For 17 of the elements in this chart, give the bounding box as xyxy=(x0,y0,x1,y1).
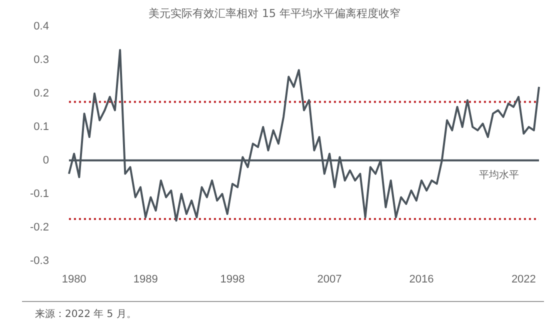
x-tick-label: 2007 xyxy=(317,273,342,286)
y-tick-label: -0.2 xyxy=(30,221,49,234)
ref-line-label: 平均水平 xyxy=(479,169,519,182)
y-tick-label: -0.1 xyxy=(30,188,49,200)
x-tick-label: 1998 xyxy=(220,273,245,286)
y-tick-label: 0.4 xyxy=(34,20,49,33)
x-tick-label: 2022 xyxy=(511,273,536,286)
y-tick-label: -0.3 xyxy=(30,254,49,267)
source-note: 来源：2022 年 5 月。 xyxy=(35,308,136,321)
x-tick-label: 1989 xyxy=(133,273,158,286)
chart-title: 美元实际有效汇率相对 15 年平均水平偏离程度收窄 xyxy=(148,6,400,20)
x-tick-label: 1980 xyxy=(62,273,86,286)
y-tick-label: 0 xyxy=(42,154,49,166)
y-tick-label: 0.3 xyxy=(34,54,49,66)
x-tick-label: 2016 xyxy=(409,273,434,286)
y-tick-label: 0.1 xyxy=(34,121,49,134)
y-tick-label: 0.2 xyxy=(34,88,49,100)
